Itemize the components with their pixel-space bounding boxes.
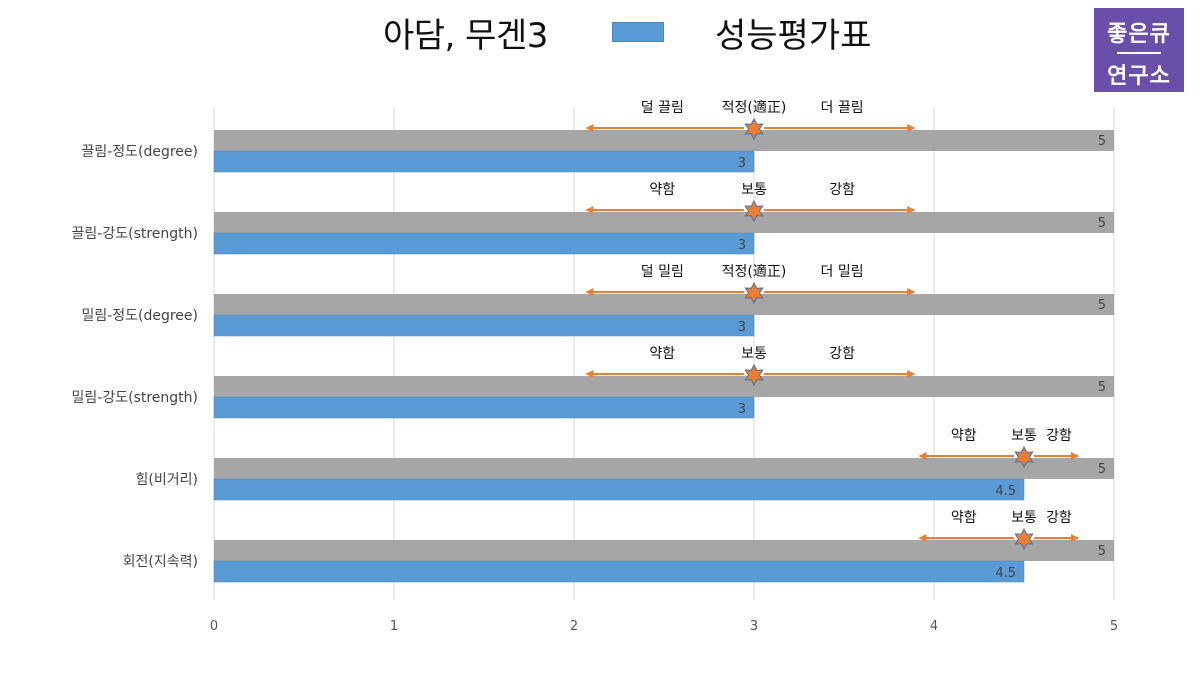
bar-max xyxy=(214,130,1114,151)
bar-evaluation xyxy=(213,314,755,337)
brand-logo: 좋은큐 연구소 xyxy=(1094,8,1184,92)
category-label: 끌림-정도(degree) xyxy=(81,144,198,160)
x-tick-label: 2 xyxy=(570,619,578,634)
bar-evaluation xyxy=(213,396,755,419)
bar-max xyxy=(214,212,1114,233)
data-label-max: 5 xyxy=(1098,462,1106,477)
x-tick-label: 5 xyxy=(1110,619,1118,634)
annotation-right-label: 강함 xyxy=(829,346,855,362)
legend-swatch xyxy=(612,22,664,42)
category-label: 회전(지속력) xyxy=(123,554,198,570)
annotation-right-label: 더 밀림 xyxy=(821,264,864,280)
bar-max xyxy=(214,458,1114,479)
bar-max xyxy=(214,540,1114,561)
x-tick-label: 1 xyxy=(390,619,398,634)
data-label-evaluation: 4.5 xyxy=(995,484,1016,499)
legend-label: 성능평가표 xyxy=(715,16,872,56)
bar-max xyxy=(214,294,1114,315)
data-label-evaluation: 3 xyxy=(738,320,746,335)
annotation-left-label: 덜 끌림 xyxy=(641,100,684,116)
logo-line-2: 연구소 xyxy=(1107,64,1171,89)
data-label-evaluation: 3 xyxy=(738,402,746,417)
data-label-max: 5 xyxy=(1098,380,1106,395)
bar-evaluation xyxy=(213,560,1025,583)
bar-evaluation xyxy=(213,478,1025,501)
annotation-left-label: 덜 밀림 xyxy=(641,264,684,280)
star-marker-icon xyxy=(744,199,764,223)
chart-title: 아담, 무겐3 xyxy=(383,16,548,56)
annotation-center-label: 적정(適正) xyxy=(722,263,787,280)
bar-evaluation xyxy=(213,150,755,173)
logo-line-1: 좋은큐 xyxy=(1107,22,1171,47)
star-marker-icon xyxy=(1014,445,1034,469)
star-marker-icon xyxy=(744,363,764,387)
annotation-right-label: 강함 xyxy=(1046,428,1072,444)
annotation-left-label: 약함 xyxy=(649,346,675,362)
data-label-evaluation: 3 xyxy=(738,156,746,171)
bar-max xyxy=(214,376,1114,397)
annotation-left-label: 약함 xyxy=(951,428,977,444)
x-tick-label: 4 xyxy=(930,619,938,634)
annotation-center-label: 보통 xyxy=(1011,510,1037,526)
annotation-right-label: 강함 xyxy=(829,182,855,198)
annotation-center-label: 보통 xyxy=(741,346,767,362)
annotation-center-label: 보통 xyxy=(1011,428,1037,444)
category-label: 밀림-정도(degree) xyxy=(81,308,198,324)
data-label-max: 5 xyxy=(1098,134,1106,149)
annotation-right-label: 더 끌림 xyxy=(821,100,864,116)
data-label-evaluation: 3 xyxy=(738,238,746,253)
category-label: 밀림-강도(strength) xyxy=(72,390,198,406)
x-tick-label: 3 xyxy=(750,619,758,634)
data-label-max: 5 xyxy=(1098,298,1106,313)
logo-divider xyxy=(1117,52,1161,54)
annotation-left-label: 약함 xyxy=(951,510,977,526)
star-marker-icon xyxy=(1014,527,1034,551)
star-marker-icon xyxy=(744,281,764,305)
annotation-center-label: 적정(適正) xyxy=(722,99,787,116)
data-label-evaluation: 4.5 xyxy=(995,566,1016,581)
bar-evaluation xyxy=(213,232,755,255)
x-tick-label: 0 xyxy=(210,619,218,634)
star-marker-icon xyxy=(744,117,764,141)
category-label: 끌림-강도(strength) xyxy=(72,226,198,242)
data-label-max: 5 xyxy=(1098,544,1106,559)
data-label-max: 5 xyxy=(1098,216,1106,231)
chart-header: 아담, 무겐3 성능평가표 xyxy=(0,0,1200,70)
annotation-center-label: 보통 xyxy=(741,182,767,198)
annotation-right-label: 강함 xyxy=(1046,510,1072,526)
category-label: 힘(비거리) xyxy=(136,472,198,488)
annotation-left-label: 약함 xyxy=(649,182,675,198)
